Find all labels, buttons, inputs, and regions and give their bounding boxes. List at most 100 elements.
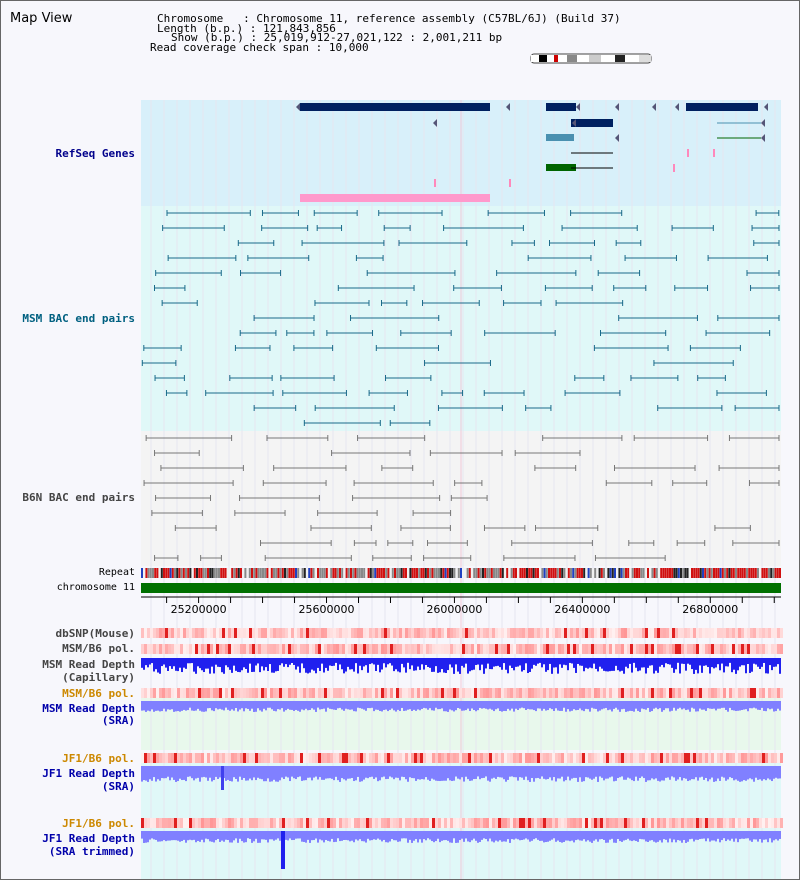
jf1-sra-depth-bar xyxy=(273,766,275,780)
jf1-pol2-cell xyxy=(348,818,351,828)
jf1-trim-depth-bar xyxy=(561,831,563,843)
msm-cap-depth-bar xyxy=(637,658,639,672)
msm-sra-depth-bar xyxy=(263,701,265,709)
msm-sra-depth-bar xyxy=(569,701,571,712)
dbsnp-cell xyxy=(753,628,756,638)
dbsnp-cell xyxy=(639,628,642,638)
jf1-sra-depth-bar xyxy=(143,766,145,781)
msm-cap-depth-bar xyxy=(331,658,333,667)
msm-pol2-cell xyxy=(564,688,567,698)
jf1-pol-cell xyxy=(228,753,231,763)
jf1-trim-depth-bar xyxy=(411,831,413,843)
jf1-sra-depth-bar xyxy=(601,766,603,778)
jf1-trim-depth-bar xyxy=(229,831,231,843)
msm-cap-depth-bar xyxy=(621,658,623,671)
repeat-element xyxy=(207,568,209,578)
msm-cap-depth-bar xyxy=(771,658,773,671)
msm-pol-cell xyxy=(165,644,168,654)
msm-pol2-cell xyxy=(684,688,687,698)
jf1-sra-depth-bar xyxy=(375,766,377,778)
msm-cap-depth-bar xyxy=(769,658,771,666)
msm-pol2-cell xyxy=(183,688,186,698)
jf1-pol2-cell xyxy=(192,818,195,828)
show-value: 25,019,912-27,021,122 : 2,001,211 bp xyxy=(263,31,503,44)
dbsnp-cell xyxy=(219,628,222,638)
dbsnp-cell xyxy=(282,628,285,638)
jf1-sra-depth-bar xyxy=(505,766,507,782)
msm-pol2-cell xyxy=(768,688,771,698)
repeat-element xyxy=(479,568,482,578)
dbsnp-cell xyxy=(690,628,693,638)
msm-sra-depth-bar xyxy=(683,701,685,709)
msm-sra-depth-bar xyxy=(317,701,319,708)
msm-cap-depth-bar xyxy=(575,658,577,673)
msm-cap-depth-bar xyxy=(641,658,643,668)
repeat-element xyxy=(605,568,608,578)
msm-cap-depth-bar xyxy=(351,658,353,670)
dbsnp-cell xyxy=(285,628,288,638)
repeat-element xyxy=(402,568,405,578)
jf1-sra-depth-bar xyxy=(283,766,285,780)
msm-cap-depth-bar xyxy=(569,658,571,663)
msm-sra-depth-bar xyxy=(675,701,677,711)
jf1-pol-cell xyxy=(435,753,438,763)
msm-pol2-cell xyxy=(279,688,282,698)
jf1-sra-depth-bar xyxy=(487,766,489,781)
msm-pol-cell xyxy=(156,644,159,654)
dbsnp-cell xyxy=(261,628,264,638)
dbsnp-cell xyxy=(483,628,486,638)
jf1-pol-cell xyxy=(771,753,774,763)
jf1-pol-cell xyxy=(420,753,423,763)
repeat-element xyxy=(270,568,273,578)
msm-sra-depth-bar xyxy=(197,701,199,709)
jf1-pol-cell xyxy=(621,753,624,763)
jf1-sra-depth-bar xyxy=(633,766,635,782)
jf1-trim-depth-bar xyxy=(169,831,171,841)
jf1-sra-depth-bar xyxy=(441,766,443,781)
jf1-pol-cell xyxy=(705,753,708,763)
msm-sra-depth-bar xyxy=(189,701,191,708)
msm-pol2-cell xyxy=(315,688,318,698)
msm-pol2-cell xyxy=(366,688,369,698)
msm-cap-depth-bar xyxy=(329,658,331,666)
msm-pol2-cell xyxy=(549,688,552,698)
msm-pol-cell xyxy=(726,644,729,654)
jf1-trim-depth-bar xyxy=(699,831,701,840)
jf1-sra-depth-bar xyxy=(165,766,167,779)
jf1-pol2-cell xyxy=(399,818,402,828)
repeat-element xyxy=(567,568,570,578)
jf1-pol-cell xyxy=(723,753,726,763)
repeat-element xyxy=(301,568,304,578)
jf1-pol2-cell xyxy=(258,818,261,828)
jf1-sra-depth-bar xyxy=(217,766,219,779)
jf1-sra-depth-bar xyxy=(399,766,401,781)
jf1-sra-depth-bar xyxy=(495,766,497,779)
jf1-pol-cell xyxy=(231,753,234,763)
jf1-trim-depth-bar xyxy=(359,831,361,840)
msm-pol2-cell xyxy=(417,688,420,698)
jf1-sra-depth-bar xyxy=(323,766,325,780)
msm-sra-depth-bar xyxy=(389,701,391,710)
msm-sra-depth-bar xyxy=(699,701,701,709)
msm-sra-depth-bar xyxy=(417,701,419,710)
jf1-trim-depth-bar xyxy=(685,831,687,843)
msm-cap-depth-bar xyxy=(547,658,549,671)
jf1-pol-cell xyxy=(753,753,756,763)
repeat-element xyxy=(539,568,542,578)
jf1-pol2-cell xyxy=(777,818,780,828)
msm-sra-depth-bar xyxy=(257,701,259,709)
jf1-pol-cell xyxy=(750,753,753,763)
msm-sra-depth-bar xyxy=(649,701,651,712)
repeat-element xyxy=(574,568,577,578)
jf1-trim-depth-bar xyxy=(423,831,425,840)
jf1-sra-depth-bar xyxy=(501,766,503,778)
jf1-pol-cell xyxy=(408,753,411,763)
jf1-trim-depth-bar xyxy=(487,831,489,842)
msm-sra-depth-bar xyxy=(381,701,383,712)
jf1-sra-depth-bar xyxy=(667,766,669,778)
dbsnp-cell xyxy=(381,628,384,638)
repeat-element xyxy=(495,568,498,578)
repeat-element xyxy=(616,568,619,578)
msm-pol-cell xyxy=(486,644,489,654)
